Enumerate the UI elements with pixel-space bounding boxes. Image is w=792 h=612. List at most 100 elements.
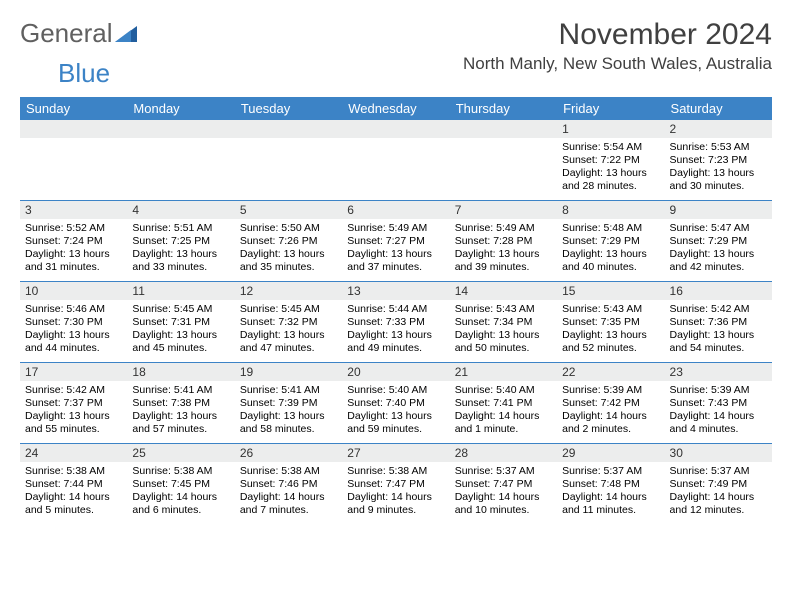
day-number: [450, 120, 557, 138]
daylight-text: Daylight: 14 hours and 5 minutes.: [25, 491, 122, 517]
calendar-day-cell: 6Sunrise: 5:49 AMSunset: 7:27 PMDaylight…: [342, 201, 449, 282]
day-number: 30: [665, 444, 772, 462]
sunrise-text: Sunrise: 5:42 AM: [670, 303, 767, 316]
calendar-day-cell: 5Sunrise: 5:50 AMSunset: 7:26 PMDaylight…: [235, 201, 342, 282]
day-number: 13: [342, 282, 449, 300]
sunset-text: Sunset: 7:31 PM: [132, 316, 229, 329]
day-number: 2: [665, 120, 772, 138]
sunrise-text: Sunrise: 5:51 AM: [132, 222, 229, 235]
weekday-header-row: Sunday Monday Tuesday Wednesday Thursday…: [20, 97, 772, 120]
sunset-text: Sunset: 7:47 PM: [347, 478, 444, 491]
day-number: 29: [557, 444, 664, 462]
day-details: Sunrise: 5:45 AMSunset: 7:31 PMDaylight:…: [127, 300, 234, 362]
sunrise-text: Sunrise: 5:39 AM: [670, 384, 767, 397]
daylight-text: Daylight: 13 hours and 37 minutes.: [347, 248, 444, 274]
sunset-text: Sunset: 7:34 PM: [455, 316, 552, 329]
calendar-day-cell: 25Sunrise: 5:38 AMSunset: 7:45 PMDayligh…: [127, 444, 234, 525]
daylight-text: Daylight: 13 hours and 47 minutes.: [240, 329, 337, 355]
day-details: Sunrise: 5:38 AMSunset: 7:47 PMDaylight:…: [342, 462, 449, 524]
sunrise-text: Sunrise: 5:40 AM: [455, 384, 552, 397]
calendar-day-cell: 4Sunrise: 5:51 AMSunset: 7:25 PMDaylight…: [127, 201, 234, 282]
weekday-header: Wednesday: [342, 97, 449, 120]
sunset-text: Sunset: 7:39 PM: [240, 397, 337, 410]
day-details: Sunrise: 5:37 AMSunset: 7:47 PMDaylight:…: [450, 462, 557, 524]
sunrise-text: Sunrise: 5:48 AM: [562, 222, 659, 235]
day-number: 25: [127, 444, 234, 462]
day-number: 11: [127, 282, 234, 300]
calendar-day-cell: 20Sunrise: 5:40 AMSunset: 7:40 PMDayligh…: [342, 363, 449, 444]
calendar-day-cell: 14Sunrise: 5:43 AMSunset: 7:34 PMDayligh…: [450, 282, 557, 363]
sunrise-text: Sunrise: 5:54 AM: [562, 141, 659, 154]
daylight-text: Daylight: 14 hours and 2 minutes.: [562, 410, 659, 436]
sunset-text: Sunset: 7:22 PM: [562, 154, 659, 167]
calendar-day-cell: [127, 120, 234, 201]
day-number: 22: [557, 363, 664, 381]
calendar-day-cell: 15Sunrise: 5:43 AMSunset: 7:35 PMDayligh…: [557, 282, 664, 363]
sunset-text: Sunset: 7:33 PM: [347, 316, 444, 329]
sunset-text: Sunset: 7:36 PM: [670, 316, 767, 329]
sunset-text: Sunset: 7:38 PM: [132, 397, 229, 410]
day-details: Sunrise: 5:40 AMSunset: 7:40 PMDaylight:…: [342, 381, 449, 443]
sunset-text: Sunset: 7:44 PM: [25, 478, 122, 491]
weekday-header: Tuesday: [235, 97, 342, 120]
sunrise-text: Sunrise: 5:37 AM: [455, 465, 552, 478]
sunrise-text: Sunrise: 5:38 AM: [347, 465, 444, 478]
calendar-day-cell: 21Sunrise: 5:40 AMSunset: 7:41 PMDayligh…: [450, 363, 557, 444]
calendar-day-cell: 9Sunrise: 5:47 AMSunset: 7:29 PMDaylight…: [665, 201, 772, 282]
day-details: Sunrise: 5:45 AMSunset: 7:32 PMDaylight:…: [235, 300, 342, 362]
daylight-text: Daylight: 13 hours and 33 minutes.: [132, 248, 229, 274]
day-number: 20: [342, 363, 449, 381]
day-number: 1: [557, 120, 664, 138]
daylight-text: Daylight: 14 hours and 11 minutes.: [562, 491, 659, 517]
day-number: 21: [450, 363, 557, 381]
sunset-text: Sunset: 7:37 PM: [25, 397, 122, 410]
day-details: Sunrise: 5:42 AMSunset: 7:36 PMDaylight:…: [665, 300, 772, 362]
sunset-text: Sunset: 7:29 PM: [670, 235, 767, 248]
day-number: 18: [127, 363, 234, 381]
day-details: Sunrise: 5:51 AMSunset: 7:25 PMDaylight:…: [127, 219, 234, 281]
day-details: Sunrise: 5:47 AMSunset: 7:29 PMDaylight:…: [665, 219, 772, 281]
day-details: Sunrise: 5:41 AMSunset: 7:38 PMDaylight:…: [127, 381, 234, 443]
weekday-header: Friday: [557, 97, 664, 120]
calendar-day-cell: [235, 120, 342, 201]
calendar-day-cell: 2Sunrise: 5:53 AMSunset: 7:23 PMDaylight…: [665, 120, 772, 201]
sunrise-text: Sunrise: 5:41 AM: [240, 384, 337, 397]
day-details: Sunrise: 5:37 AMSunset: 7:48 PMDaylight:…: [557, 462, 664, 524]
daylight-text: Daylight: 13 hours and 42 minutes.: [670, 248, 767, 274]
day-number: 8: [557, 201, 664, 219]
day-number: [235, 120, 342, 138]
day-details: Sunrise: 5:52 AMSunset: 7:24 PMDaylight:…: [20, 219, 127, 281]
sunrise-text: Sunrise: 5:43 AM: [455, 303, 552, 316]
logo-text-general: General: [20, 18, 113, 49]
calendar-day-cell: 8Sunrise: 5:48 AMSunset: 7:29 PMDaylight…: [557, 201, 664, 282]
day-details: Sunrise: 5:43 AMSunset: 7:34 PMDaylight:…: [450, 300, 557, 362]
day-number: 4: [127, 201, 234, 219]
sunset-text: Sunset: 7:28 PM: [455, 235, 552, 248]
daylight-text: Daylight: 14 hours and 1 minute.: [455, 410, 552, 436]
calendar-day-cell: 26Sunrise: 5:38 AMSunset: 7:46 PMDayligh…: [235, 444, 342, 525]
day-details: Sunrise: 5:53 AMSunset: 7:23 PMDaylight:…: [665, 138, 772, 200]
calendar-day-cell: 13Sunrise: 5:44 AMSunset: 7:33 PMDayligh…: [342, 282, 449, 363]
sunrise-text: Sunrise: 5:40 AM: [347, 384, 444, 397]
calendar-day-cell: [342, 120, 449, 201]
calendar-table: Sunday Monday Tuesday Wednesday Thursday…: [20, 97, 772, 524]
sunrise-text: Sunrise: 5:50 AM: [240, 222, 337, 235]
sunset-text: Sunset: 7:47 PM: [455, 478, 552, 491]
sunrise-text: Sunrise: 5:37 AM: [670, 465, 767, 478]
sunrise-text: Sunrise: 5:38 AM: [240, 465, 337, 478]
sunset-text: Sunset: 7:45 PM: [132, 478, 229, 491]
day-number: 3: [20, 201, 127, 219]
sunset-text: Sunset: 7:40 PM: [347, 397, 444, 410]
calendar-week-row: 1Sunrise: 5:54 AMSunset: 7:22 PMDaylight…: [20, 120, 772, 201]
sunrise-text: Sunrise: 5:49 AM: [347, 222, 444, 235]
calendar-day-cell: 1Sunrise: 5:54 AMSunset: 7:22 PMDaylight…: [557, 120, 664, 201]
day-number: 24: [20, 444, 127, 462]
daylight-text: Daylight: 14 hours and 6 minutes.: [132, 491, 229, 517]
day-details: Sunrise: 5:50 AMSunset: 7:26 PMDaylight:…: [235, 219, 342, 281]
day-number: 10: [20, 282, 127, 300]
logo-sail-icon: [115, 24, 141, 42]
sunrise-text: Sunrise: 5:49 AM: [455, 222, 552, 235]
daylight-text: Daylight: 13 hours and 57 minutes.: [132, 410, 229, 436]
day-number: 9: [665, 201, 772, 219]
logo-text-blue: Blue: [58, 58, 110, 88]
